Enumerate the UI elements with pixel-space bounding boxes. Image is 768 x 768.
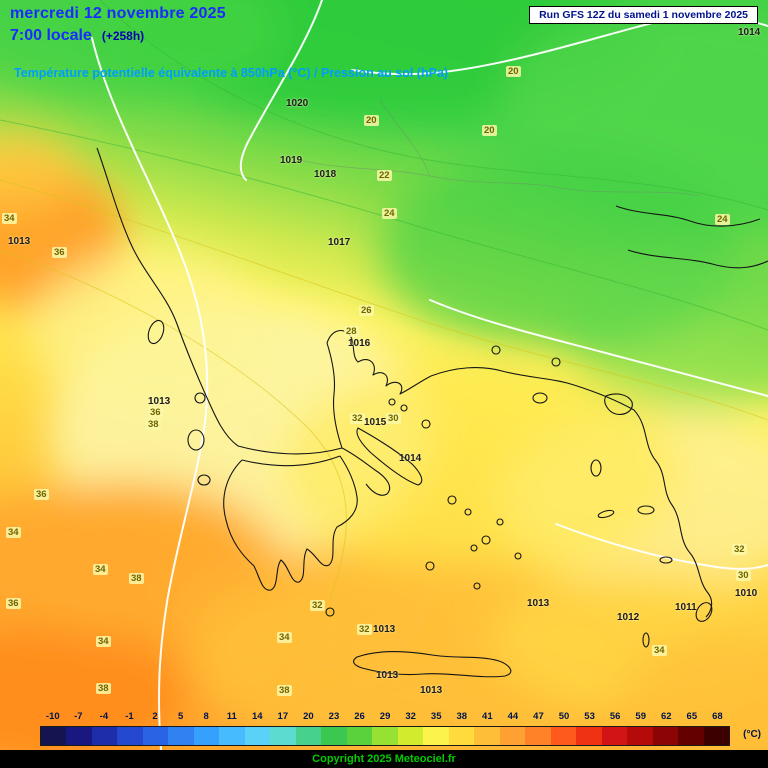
scale-tick: 20 (303, 711, 314, 722)
scale-tick: 53 (584, 711, 595, 722)
scale-segment (295, 727, 322, 745)
pressure-isobars (91, 0, 768, 750)
scale-segment (397, 727, 424, 745)
scale-tick: 29 (379, 711, 391, 722)
scale-segment (117, 727, 143, 745)
footer-bar: Copyright 2025 Meteociel.fr (0, 750, 768, 768)
scale-segment (525, 727, 551, 745)
scale-tick: 68 (712, 711, 723, 722)
scale-segment (244, 727, 271, 745)
scale-tick: 14 (251, 711, 263, 722)
scale-segment (372, 727, 398, 745)
color-scale-unit: (°C) (743, 729, 761, 740)
scale-segment (321, 727, 347, 745)
color-scale: -10 -7 -4 -1 2 5 8 11 14 17 20 23 26 29 32 35 38 41 44 47 50… (0, 710, 768, 750)
scale-tick: 50 (558, 711, 570, 722)
scale-tick: 23 (328, 711, 340, 722)
scale-segment (550, 727, 577, 745)
scale-segment (627, 727, 653, 745)
scale-segment (66, 727, 92, 745)
forecast-time: 7:00 locale (10, 27, 92, 44)
scale-segment (652, 727, 679, 745)
temperature-contours (0, 179, 768, 601)
scale-tick: -1 (125, 711, 134, 722)
scale-segment (91, 727, 118, 745)
forecast-date: mercredi 12 novembre 2025 (10, 5, 226, 22)
scale-tick: 26 (354, 711, 365, 722)
scale-tick: 17 (277, 711, 289, 722)
map-subtitle: Température potentielle équivalente à 85… (14, 66, 449, 80)
run-info-box: Run GFS 12Z du samedi 1 novembre 2025 (529, 6, 758, 24)
scale-segment (499, 727, 526, 745)
scale-tick: 2 (152, 711, 158, 722)
forecast-offset: (+258h) (101, 29, 145, 43)
scale-segment (142, 727, 169, 745)
scale-tick: 5 (177, 711, 184, 722)
scale-tick: 62 (660, 711, 672, 722)
scale-tick: 65 (686, 711, 698, 722)
scale-segment (678, 727, 704, 745)
scale-segment (474, 727, 500, 745)
scale-segment (41, 727, 67, 745)
country-borders (299, 99, 701, 197)
scale-segment (576, 727, 602, 745)
color-field-blobs (0, 0, 768, 750)
scale-tick: 56 (609, 711, 621, 722)
scale-tick: 44 (507, 711, 519, 722)
scale-segment (703, 727, 730, 745)
scale-segment (423, 727, 449, 745)
scale-tick: -7 (74, 711, 83, 722)
forecast-time-row: 7:00 locale (+258h) (10, 27, 144, 45)
scale-tick: 41 (482, 711, 493, 722)
map-canvas (0, 0, 768, 750)
scale-segment (219, 727, 245, 745)
scale-tick: -4 (99, 711, 109, 722)
coastlines (96, 147, 768, 678)
scale-tick: -10 (45, 711, 60, 722)
color-scale-bar (40, 726, 730, 746)
copyright-text: Copyright 2025 Meteociel.fr (312, 753, 456, 765)
scale-segment (193, 727, 220, 745)
scale-segment (448, 727, 475, 745)
scale-segment (346, 727, 373, 745)
scale-tick: 47 (533, 711, 544, 722)
scale-tick: 35 (430, 711, 442, 722)
scale-segment (270, 727, 296, 745)
scale-segment (168, 727, 194, 745)
scale-segment (601, 727, 628, 745)
scale-tick: 38 (456, 711, 468, 722)
scale-tick: 59 (635, 711, 646, 722)
scale-tick: 32 (405, 711, 416, 722)
scale-tick: 11 (226, 711, 237, 722)
scale-tick: 8 (203, 711, 209, 722)
color-scale-ticks: -10 -7 -4 -1 2 5 8 11 14 17 20 23 26 29 32 35 38 41 44 47 50… (40, 711, 730, 722)
